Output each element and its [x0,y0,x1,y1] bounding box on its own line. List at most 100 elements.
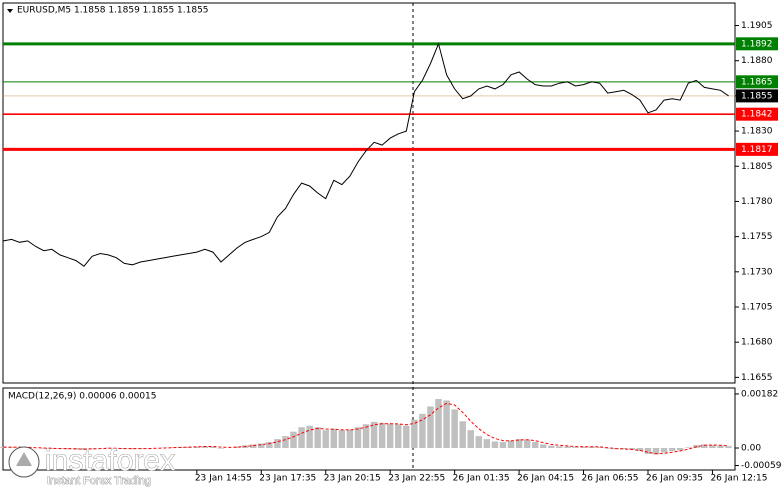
macd-bar [298,427,305,449]
macd-bar [556,446,563,449]
macd-bar [709,445,716,449]
tagline: Instant Forex Trading [47,475,151,487]
macd-bar [362,424,370,449]
y-tick-label: 1.1705 [741,303,773,313]
y-tick-label: 1.1830 [741,127,773,137]
macd-bar [620,448,628,450]
macd-bar [725,446,732,449]
macd-bar [217,448,225,449]
level-label: 1.1855 [741,91,773,101]
macd-bar [395,424,402,449]
macd-bar [370,421,378,449]
macd-bar [580,446,587,449]
macd-bar [701,444,708,449]
macd-bar [531,442,539,449]
y-tick-label: -0.00059 [741,461,781,471]
macd-bar [628,448,636,450]
macd-bar [129,448,136,450]
x-tick-label: 23 Jan 22:55 [388,474,445,484]
brand: instaforex [45,444,175,477]
macd-bar [233,446,241,449]
level-label: 1.1865 [741,77,773,87]
macd-bar [427,406,434,449]
macd-bar [652,448,660,455]
y-tick-label: 1.1780 [741,197,773,207]
y-tick-label: 1.1905 [741,21,773,31]
level-tag [736,75,778,89]
macd-bar [322,430,329,449]
watermark: instaforex Instant Forex Trading [8,444,175,487]
x-tick-label: 26 Jan 09:35 [646,474,703,484]
y-tick-label: 1.1755 [741,232,773,242]
price-line [3,42,729,267]
macd-bar [266,442,273,449]
level-label: 1.1842 [741,110,773,120]
macd-bar [290,431,297,449]
y-tick-label: 1.1880 [741,56,773,66]
macd-bar [644,448,652,454]
macd-bar [523,439,531,449]
macd-bar [636,448,644,451]
macd-bar [467,430,474,449]
macd-bar [8,447,15,449]
macd-bar [451,409,458,449]
menu-icon [7,9,13,13]
y-tick-label: 1.1655 [741,373,773,383]
macd-bar [507,440,515,449]
macd-bar [169,447,176,449]
macd-bar [515,439,523,449]
x-tick-label: 26 Jan 12:15 [710,474,767,484]
signal-line [3,402,729,455]
macd-bar [88,448,96,449]
macd-bar [548,445,555,449]
logo-mark [16,452,32,466]
macd-bar [306,425,313,449]
macd-bar [274,439,281,449]
macd-bar [330,428,338,449]
macd-bar [596,446,603,449]
x-tick-label: 23 Jan 14:55 [195,474,252,484]
macd-bar [0,446,7,449]
macd-panel [2,387,736,471]
level-tag [736,142,778,156]
macd-bar [48,448,56,449]
macd-bar [378,422,386,449]
x-tick-label: 26 Jan 06:55 [582,474,639,484]
macd-bar [660,448,668,453]
macd-bar [540,444,547,449]
macd-bar [668,448,676,451]
macd-bar [685,447,692,449]
level-tag [736,89,778,103]
macd-bar [499,442,507,449]
chart-title: EURUSD,M5 1.1858 1.1859 1.1855 1.1855 [17,6,209,16]
macd-bar [475,436,483,449]
macd-bar [338,430,346,449]
macd-bar [314,427,321,449]
macd-bar [419,413,426,449]
y-tick-label: 1.1680 [741,338,773,348]
macd-bar [483,439,491,449]
plot: 1.1905 1.1880 1.1855 1.1830 1.1805 1.1780 1.17… [0,21,781,484]
price-panel [2,2,736,384]
macd-bar [411,419,418,449]
macd-bar [491,441,499,449]
macd-bar [346,429,354,449]
level-label: 1.1817 [741,145,773,155]
macd-bar [64,448,72,450]
macd-bar [282,436,289,449]
y-tick-label: 0.00 [741,444,761,454]
level-label: 1.1892 [741,39,773,49]
macd-bar [354,427,362,449]
y-tick-label: 1.1730 [741,267,773,277]
level-tag [736,107,778,121]
macd-bar [193,446,201,449]
x-tick-label: 23 Jan 17:35 [259,474,316,484]
macd-bar [604,448,611,449]
y-tick-label: 0.00182 [741,389,778,399]
macd-bar [443,400,450,449]
macd-bar [386,423,394,449]
macd-bar [250,444,257,449]
macd-bar [564,446,571,449]
macd-bar [676,448,684,451]
x-tick-label: 26 Jan 04:15 [517,474,574,484]
